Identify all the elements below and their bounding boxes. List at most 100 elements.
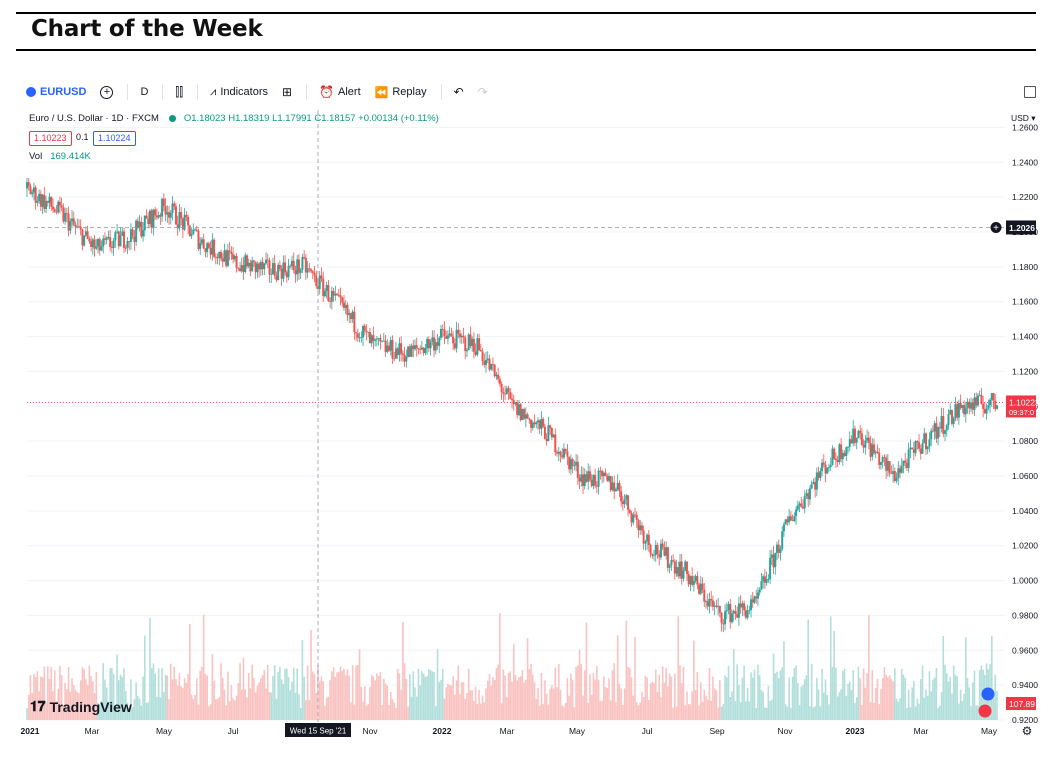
volume-bar xyxy=(216,698,219,720)
candle-body xyxy=(627,495,630,510)
volume-bar xyxy=(395,707,397,720)
indicators-button[interactable]: ⩘ Indicators xyxy=(210,86,268,99)
volume-bar xyxy=(180,686,182,720)
candle-body xyxy=(173,203,176,207)
candle-body xyxy=(879,462,882,465)
volume-bar xyxy=(428,669,430,720)
volume-bar xyxy=(654,669,657,720)
candle-body xyxy=(987,405,990,409)
candle-body xyxy=(209,247,212,255)
volume-bar xyxy=(530,664,532,720)
candle-body xyxy=(232,253,235,260)
bid-price-box[interactable]: 1.10223 xyxy=(29,131,72,146)
volume-bar xyxy=(779,670,782,720)
currency-label[interactable]: USD ▾ xyxy=(1011,113,1036,123)
candle-body xyxy=(919,448,922,454)
candle-body xyxy=(569,459,572,470)
candle-body xyxy=(367,331,370,333)
volume-bar xyxy=(862,668,865,720)
us-flag-icon xyxy=(978,704,992,718)
chart-type-button[interactable]: ⫿⫿ xyxy=(175,85,183,100)
candle-body xyxy=(795,509,798,517)
compare-button[interactable]: + xyxy=(100,85,114,99)
volume-bar xyxy=(400,689,402,720)
candle-body xyxy=(727,604,730,611)
candle-body xyxy=(123,231,125,248)
candle-body xyxy=(441,328,444,330)
volume-bar xyxy=(78,693,80,720)
candle-body xyxy=(552,434,555,438)
candle-body xyxy=(673,561,676,574)
candle-body xyxy=(684,561,687,571)
candle-body xyxy=(651,553,654,556)
volume-bar xyxy=(189,624,191,720)
candle-body xyxy=(318,275,321,290)
candle-body xyxy=(247,262,250,267)
volume-bar xyxy=(422,673,425,720)
volume-bar xyxy=(157,668,160,720)
volume-bar xyxy=(966,678,969,720)
candle-body xyxy=(585,474,588,482)
volume-bar xyxy=(847,683,849,720)
fullscreen-icon[interactable] xyxy=(1024,86,1036,98)
x-tick-label: 2021 xyxy=(21,726,40,736)
symbol-button[interactable]: EURUSD xyxy=(26,86,86,98)
candle-body xyxy=(346,304,349,316)
volume-bar xyxy=(376,673,378,720)
volume-bar xyxy=(800,686,803,720)
candle-body xyxy=(564,448,567,452)
alert-button[interactable]: ⏰ Alert xyxy=(319,85,361,99)
candle-body xyxy=(379,338,382,342)
redo-button[interactable]: ↷ xyxy=(478,85,488,99)
candle-body xyxy=(812,481,815,485)
volume-bar xyxy=(890,679,893,720)
candle-body xyxy=(904,460,907,463)
volume-bar xyxy=(154,673,156,720)
volume-bar xyxy=(828,704,830,720)
candle-body xyxy=(810,484,813,489)
candle-body xyxy=(400,343,403,354)
candle-body xyxy=(284,262,287,273)
interval-button[interactable]: D xyxy=(140,86,148,98)
volume-bar xyxy=(251,664,253,720)
volume-bar xyxy=(802,684,804,720)
candle-body xyxy=(968,401,971,409)
volume-bar xyxy=(253,678,255,720)
volume-bar xyxy=(663,682,666,720)
undo-button[interactable]: ↶ xyxy=(454,85,464,99)
volume-bar xyxy=(227,671,229,720)
replay-button[interactable]: ⏪ Replay xyxy=(375,86,427,99)
candle-body xyxy=(467,334,470,351)
ask-price-box[interactable]: 1.10224 xyxy=(93,131,136,146)
volume-bar xyxy=(398,673,401,720)
toolbar-divider xyxy=(162,84,164,100)
volume-bar xyxy=(225,705,227,720)
volume-bar xyxy=(771,699,773,720)
volume-bar xyxy=(909,707,912,720)
volume-bar xyxy=(492,677,494,720)
candle-body xyxy=(592,474,595,486)
candle-body xyxy=(171,203,174,213)
candle-body xyxy=(323,290,326,297)
candle-body xyxy=(129,229,132,242)
candle-body xyxy=(762,576,765,582)
candle-body xyxy=(339,295,342,298)
candle-body xyxy=(911,447,914,450)
candle-body xyxy=(360,337,363,339)
add-alert-icon[interactable] xyxy=(990,221,1002,233)
volume-bar xyxy=(379,671,382,720)
settings-gear-icon[interactable]: ⚙ xyxy=(1022,724,1033,738)
tv-logo-icon: 𝟏𝟕 xyxy=(30,698,46,714)
volume-bar xyxy=(835,667,837,720)
templates-button[interactable]: ⊞ xyxy=(282,85,292,99)
volume-bar xyxy=(367,703,370,720)
volume-bar xyxy=(528,669,531,720)
legend-ohlc: O1.18023 H1.18319 L1.17991 C1.18157 +0.0… xyxy=(183,113,439,124)
candle-body xyxy=(168,212,171,218)
candle-body xyxy=(791,520,794,522)
volume-bar xyxy=(121,677,124,720)
volume-bar xyxy=(190,694,193,720)
volume-bar xyxy=(644,675,647,720)
candle-body xyxy=(625,495,628,500)
